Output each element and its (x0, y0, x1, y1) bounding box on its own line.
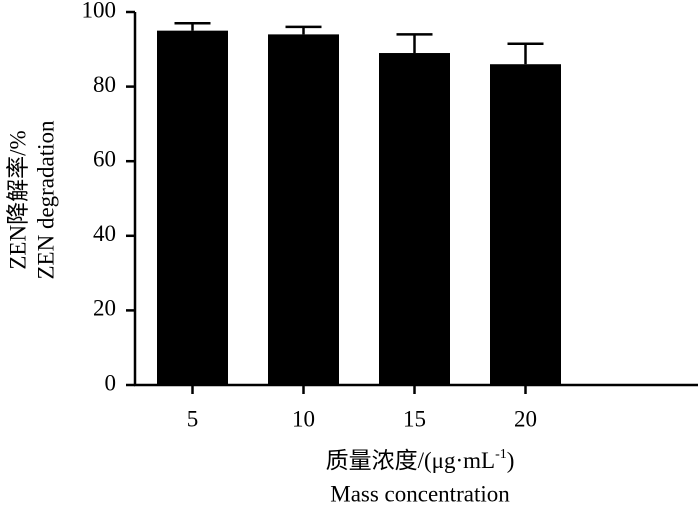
y-tick-label: 60 (93, 146, 116, 171)
y-tick-label: 20 (93, 296, 116, 321)
bar (157, 30, 228, 386)
bar (490, 64, 561, 385)
x-tick-label: 20 (514, 406, 537, 431)
x-tick-label: 5 (187, 406, 199, 431)
bar (268, 34, 339, 385)
x-axis-label-sup: -1 (495, 447, 507, 462)
bar (379, 53, 450, 385)
x-tick-label: 15 (403, 406, 426, 431)
x-axis-label: Mass concentration (330, 481, 510, 506)
y-tick-label: 40 (93, 221, 116, 246)
y-tick-label: 0 (105, 370, 117, 395)
y-axis-label: ZEN degradation (33, 120, 58, 280)
y-tick-label: 100 (82, 0, 117, 22)
x-axis-label-end: ) (507, 448, 515, 473)
x-tick-label: 10 (292, 406, 315, 431)
x-axis-label: 质量浓度/(μg·mL-1) (326, 447, 515, 473)
y-axis-label: ZEN降解率/% (5, 130, 30, 269)
x-axis-label-main: 质量浓度/(μg·mL (326, 448, 495, 473)
y-tick-label: 80 (93, 72, 116, 97)
